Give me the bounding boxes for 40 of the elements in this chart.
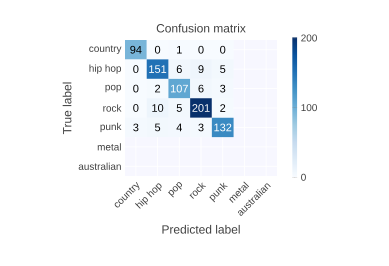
data-label: 3 — [198, 124, 204, 132]
data-label: 2 — [220, 104, 226, 112]
data-label: 0 — [133, 104, 138, 112]
data-label: 0 — [220, 46, 226, 54]
data-label: 132 — [214, 124, 232, 132]
y-tick-label: australian — [78, 162, 121, 170]
data-label: 6 — [176, 65, 182, 74]
y-axis-title: True label — [62, 82, 72, 134]
y-tick-label: hip hop — [89, 64, 122, 74]
y-tick-label: country — [89, 45, 122, 54]
x-tick-label: rock — [190, 182, 206, 199]
data-label: 201 — [192, 104, 210, 112]
data-label: 3 — [133, 124, 138, 132]
data-label: 0 — [198, 46, 204, 54]
data-label: 4 — [176, 124, 182, 132]
data-label: 0 — [133, 84, 138, 92]
data-label: 5 — [176, 104, 182, 112]
data-label: 1 — [177, 46, 182, 54]
x-tick-label: pop — [168, 182, 182, 198]
y-tick-label: pop — [106, 84, 122, 92]
color-bar-label: 100 — [301, 104, 317, 112]
y-tick-label: metal — [98, 143, 121, 151]
data-label: 151 — [149, 65, 166, 73]
chart-title: Confusion matrix — [156, 24, 246, 32]
data-label: 107 — [170, 84, 188, 92]
data-label: 9 — [198, 65, 204, 74]
color-bar-label: 200 — [301, 34, 317, 42]
x-axis-title: Predicted label — [162, 224, 240, 234]
data-label: 3 — [220, 84, 226, 92]
color-bar-label: 0 — [301, 174, 306, 181]
data-label: 0 — [133, 65, 138, 74]
data-label: 94 — [130, 46, 142, 54]
y-tick-label: rock — [103, 104, 122, 112]
data-label: 10 — [152, 104, 164, 112]
y-tick-label: punk — [100, 122, 122, 132]
data-label: 0 — [154, 46, 160, 54]
data-label: 5 — [154, 124, 160, 132]
data-label: 5 — [220, 65, 226, 73]
data-label: 2 — [155, 84, 160, 92]
data-label: 6 — [198, 84, 204, 92]
